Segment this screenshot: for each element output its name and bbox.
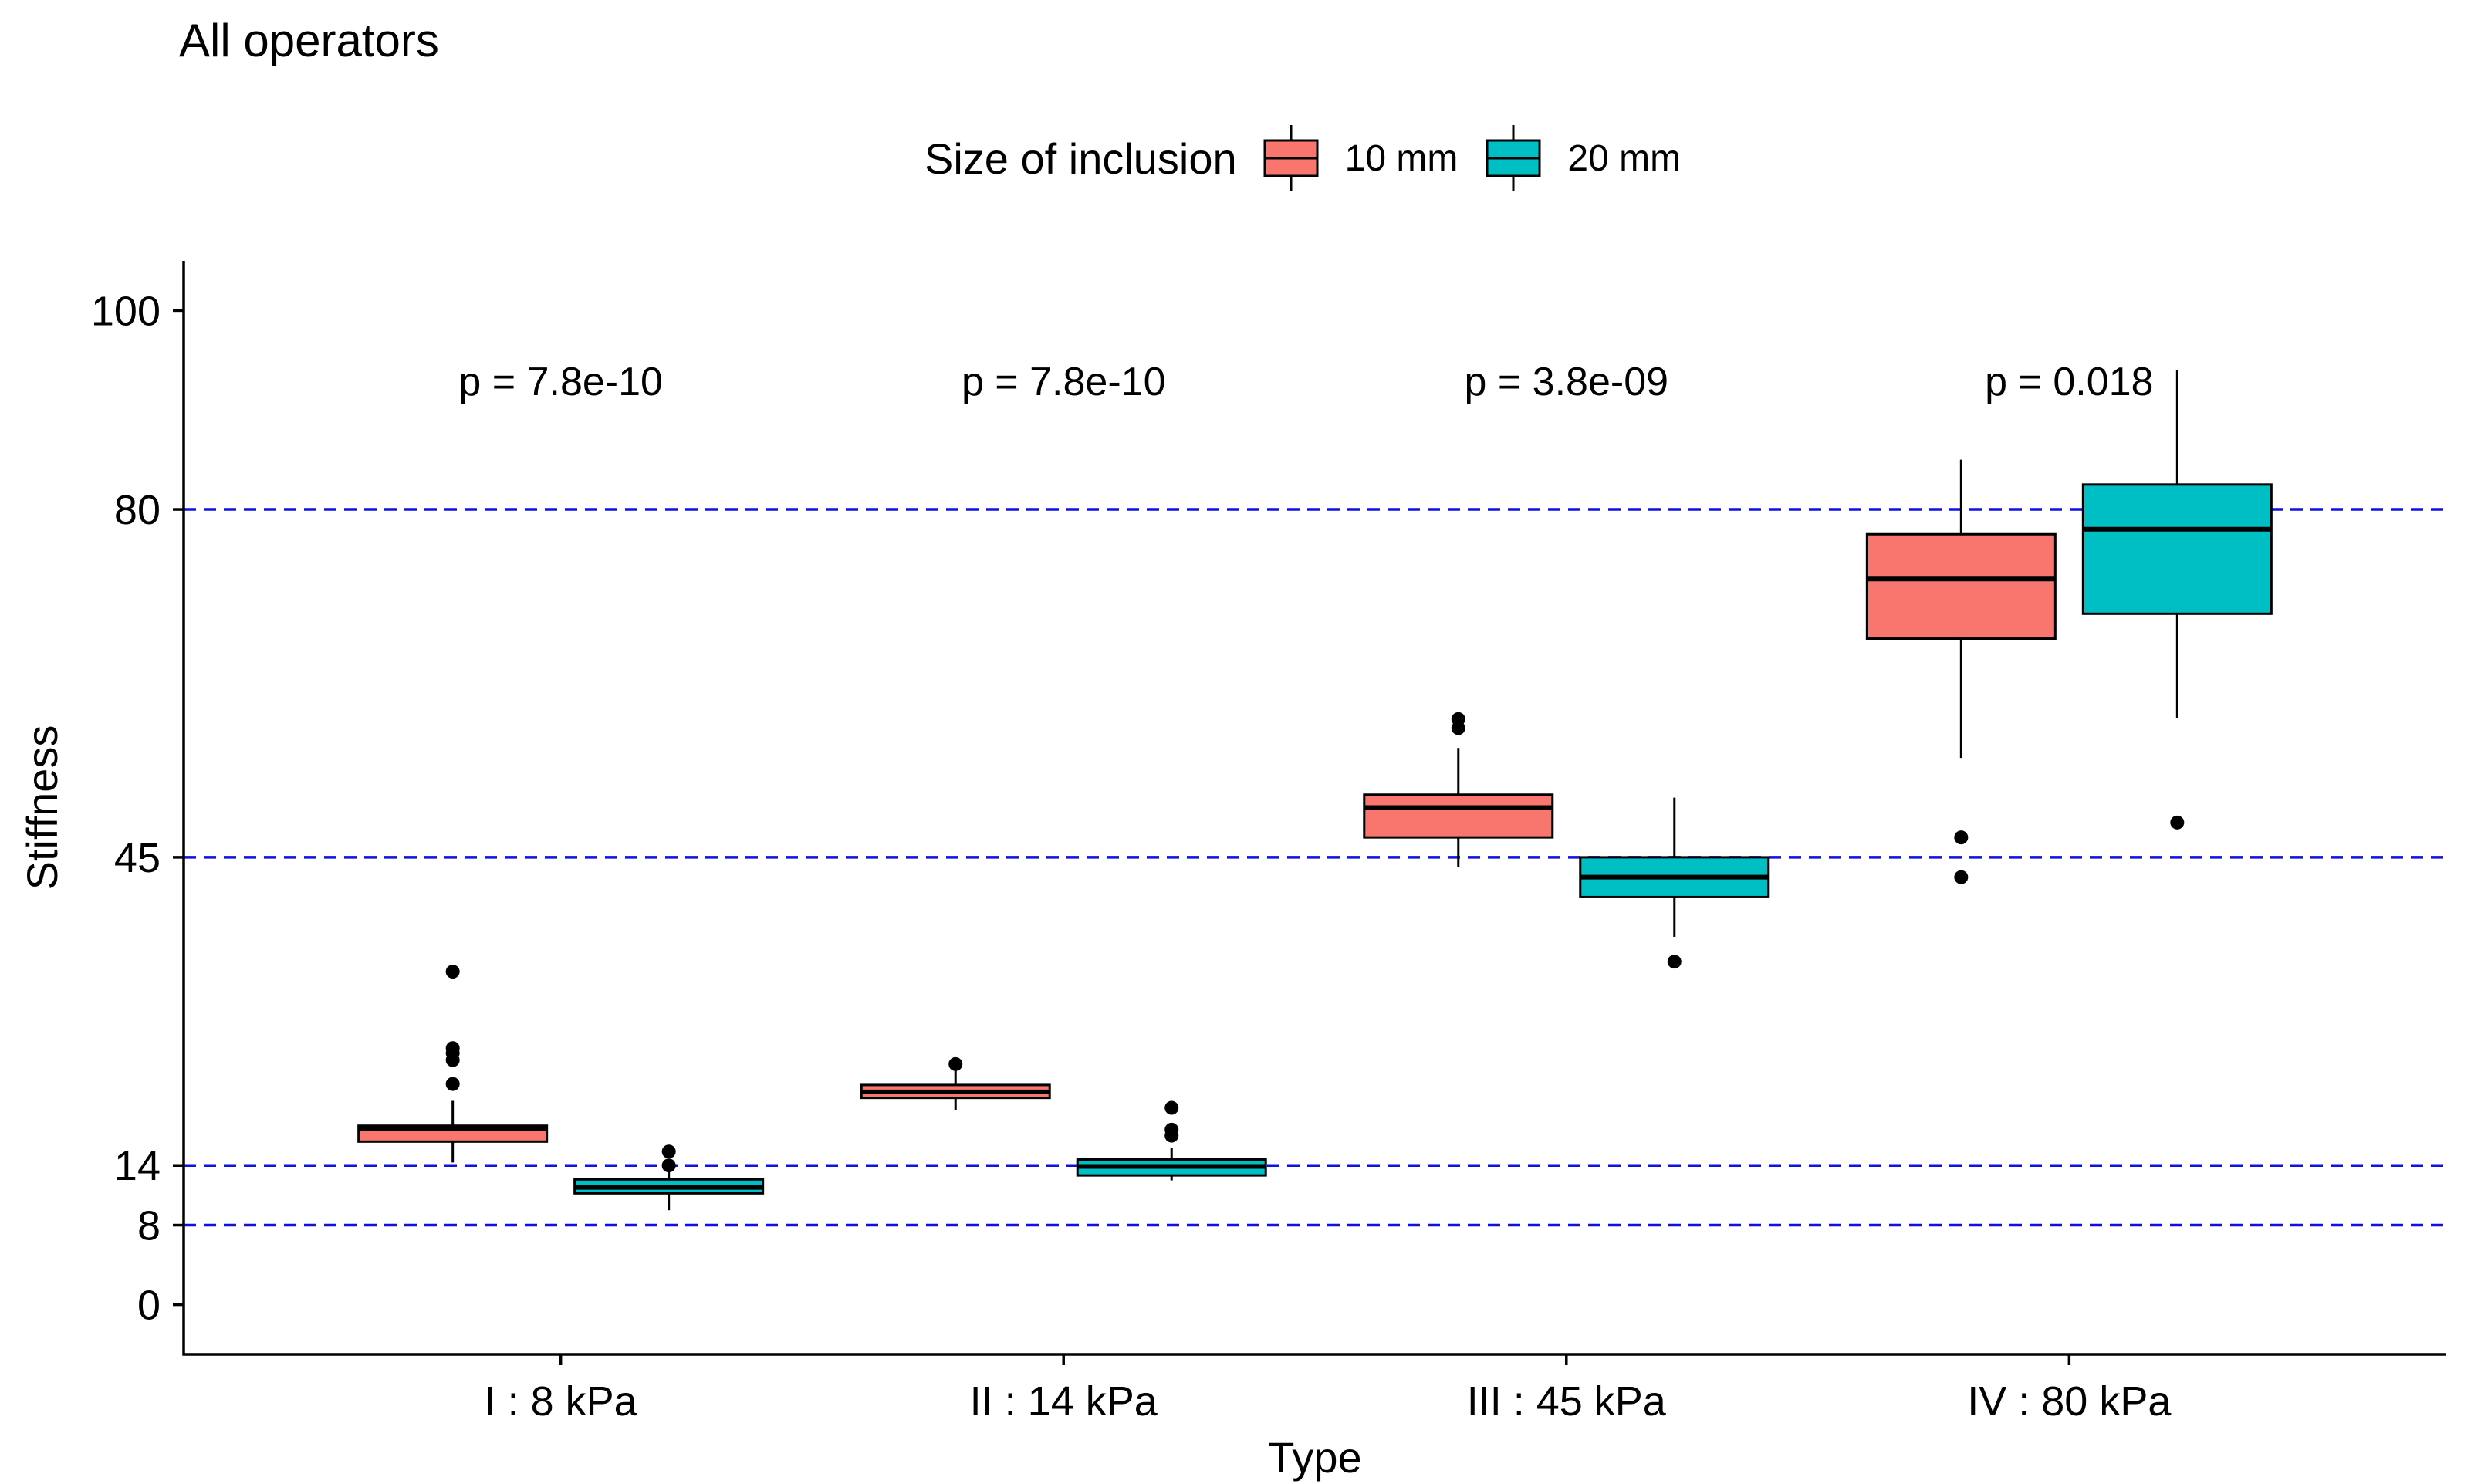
box-10mm-cat2: [860, 1056, 1051, 1110]
box-10mm-cat1: [357, 965, 549, 1163]
x-tick-label: III : 45 kPa: [1467, 1378, 1667, 1425]
y-tick-label: 8: [137, 1203, 161, 1249]
outlier-point: [948, 1056, 963, 1071]
y-tick-label: 45: [114, 835, 161, 881]
box-iqr: [2081, 483, 2273, 615]
box-iqr: [1865, 532, 2057, 641]
legend: Size of inclusion 10 mm 20 mm: [924, 123, 1709, 193]
box-20mm-cat2: [1076, 1100, 1267, 1181]
outlier-point: [1164, 1100, 1179, 1115]
outlier-point: [1667, 955, 1682, 969]
p-value-label: p = 7.8e-10: [962, 360, 1166, 404]
outlier-point: [661, 1144, 676, 1159]
legend-item-10mm: 10 mm: [1263, 123, 1459, 193]
outlier-point: [1954, 830, 1969, 845]
reference-lines: [184, 508, 2446, 1227]
x-axis-label: Type: [1268, 1433, 1361, 1482]
box-iqr: [1363, 793, 1554, 839]
box-10mm-cat3: [1363, 712, 1554, 867]
p-value-label: p = 0.018: [1985, 360, 2153, 404]
outlier-point: [1164, 1122, 1179, 1137]
legend-label-10mm: 10 mm: [1344, 137, 1459, 179]
legend-label-20mm: 20 mm: [1567, 137, 1682, 179]
axes: 0 8 14 45 80 100 I : 8 kPa II : 14 kPa III : 45 …: [18, 261, 2446, 1482]
box-20mm-cat4: [2081, 370, 2273, 830]
y-tick-label: 14: [114, 1143, 161, 1189]
box-20mm-cat1: [573, 1144, 765, 1211]
outlier-point: [445, 1077, 460, 1091]
outlier-point: [445, 965, 460, 979]
p-value-labels: p = 7.8e-10 p = 7.8e-10 p = 3.8e-09 p = 0.0…: [458, 360, 2153, 404]
chart-title: All operators: [179, 15, 439, 66]
y-tick-label: 80: [114, 487, 161, 533]
box-20mm-cat3: [1579, 797, 1770, 969]
x-tick-label: I : 8 kPa: [485, 1378, 638, 1425]
legend-key-10mm: [1263, 125, 1319, 191]
x-tick-label: II : 14 kPa: [970, 1378, 1158, 1425]
legend-title: Size of inclusion: [924, 134, 1237, 183]
p-value-label: p = 3.8e-09: [1465, 360, 1669, 404]
p-value-label: p = 7.8e-10: [458, 360, 663, 404]
outlier-point: [445, 1041, 460, 1056]
outlier-point: [1451, 712, 1465, 726]
legend-item-20mm: 20 mm: [1486, 123, 1681, 193]
y-tick-label: 100: [91, 288, 161, 334]
y-tick-label: 0: [137, 1283, 161, 1329]
outlier-point: [1954, 870, 1969, 884]
outlier-point: [661, 1158, 676, 1173]
boxes-layer: [357, 370, 2273, 1211]
legend-key-20mm: [1486, 125, 1541, 191]
x-tick-label: IV : 80 kPa: [1967, 1378, 2172, 1425]
box-10mm-cat4: [1865, 459, 2057, 884]
outlier-point: [2170, 815, 2185, 830]
y-axis-label: Stiffness: [18, 725, 66, 891]
